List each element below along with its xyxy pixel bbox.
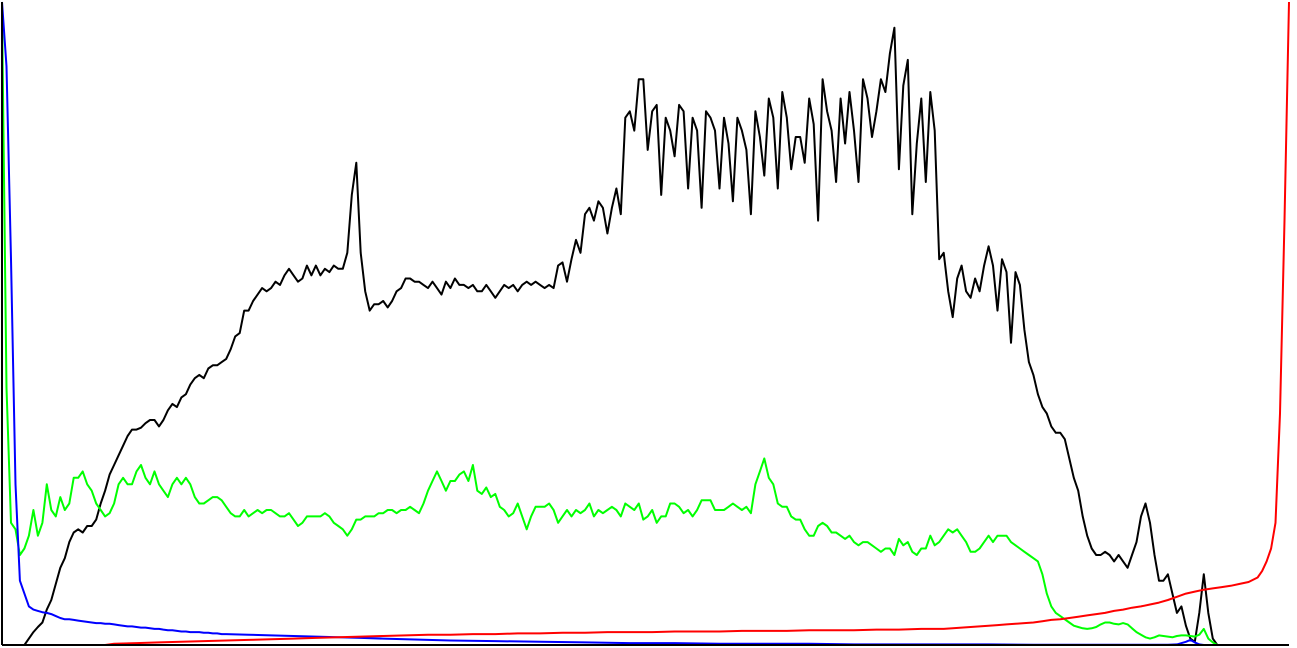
series-line-4	[104, 1, 1290, 646]
series-line-2	[1, 8, 1218, 646]
series-line-3	[1, 1, 1218, 646]
series-line-1	[23, 26, 1219, 646]
